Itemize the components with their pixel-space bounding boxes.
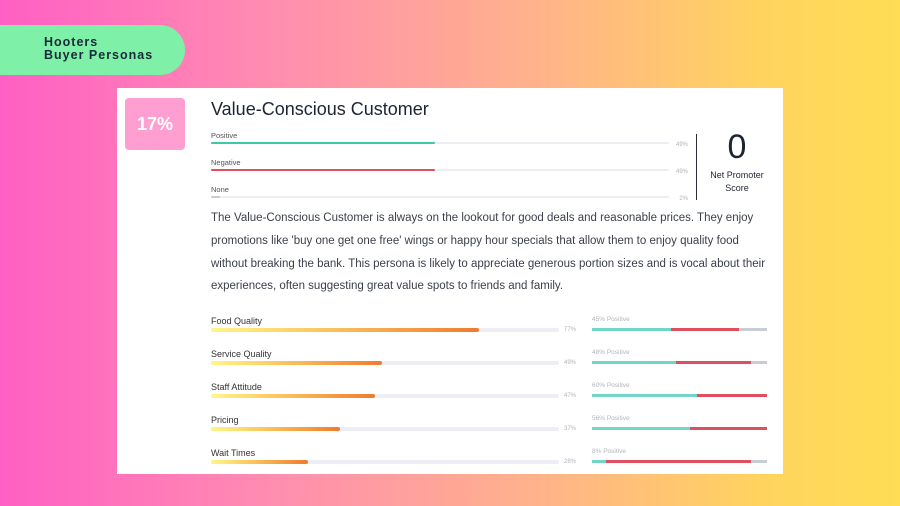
sentiment-value: 2% [679, 196, 688, 202]
metric-row-food-quality: Food Quality 77% 45% Positive [211, 316, 767, 338]
metric-row-service-quality: Service Quality 49% 48% Positive [211, 349, 767, 371]
metric-track [211, 328, 559, 332]
negative-segment [606, 460, 752, 463]
nps-divider [696, 134, 697, 200]
metric-track [211, 394, 559, 398]
metric-positive-label: 45% Positive [592, 316, 630, 323]
metric-sentiment-bar [592, 394, 767, 397]
metric-value: 37% [564, 426, 577, 432]
sentiment-label: Positive [211, 131, 238, 140]
metric-sentiment-bar [592, 361, 767, 364]
sentiment-fill [211, 169, 436, 171]
metric-label: Wait Times [211, 448, 256, 458]
sentiment-track [211, 169, 669, 171]
sentiment-label: Negative [211, 158, 241, 167]
persona-percentage-badge: 17% [125, 98, 185, 150]
positive-segment [592, 361, 676, 364]
neutral-segment [751, 361, 767, 364]
metric-value: 77% [564, 327, 577, 333]
negative-segment [697, 394, 767, 397]
nps-label-line1: Net Promoter [710, 170, 764, 180]
negative-segment [676, 361, 752, 364]
persona-description: The Value-Conscious Customer is always o… [211, 212, 766, 293]
persona-title: Value-Conscious Customer [211, 99, 429, 119]
metric-label: Service Quality [211, 349, 272, 359]
metric-track [211, 427, 559, 431]
metric-row-staff-attitude: Staff Attitude 47% 60% Positive [211, 382, 767, 404]
metric-value: 49% [564, 360, 577, 366]
sentiment-none-row: None 2% [211, 185, 688, 202]
sentiment-label: None [211, 185, 229, 194]
metric-positive-label: 8% Positive [592, 448, 626, 455]
nps-label-line2: Score [725, 183, 749, 193]
sentiment-track [211, 196, 669, 198]
metric-track [211, 361, 559, 365]
metric-track [211, 460, 559, 464]
metric-label: Staff Attitude [211, 382, 262, 392]
metric-positive-label: 56% Positive [592, 415, 630, 422]
neutral-segment [739, 328, 767, 331]
sentiment-value: 49% [675, 142, 688, 148]
nps-score: 0 [727, 128, 747, 166]
metric-value: 47% [564, 393, 577, 399]
positive-segment [592, 394, 697, 397]
metric-positive-label: 48% Positive [592, 349, 630, 356]
sentiment-fill [211, 142, 436, 144]
sentiment-positive-row: Positive 49% [211, 131, 688, 148]
metric-sentiment-bar [592, 427, 767, 430]
sentiment-negative-row: Negative 49% [211, 158, 688, 175]
metric-label: Pricing [211, 415, 239, 425]
header-title-line2: Buyer Personas [44, 48, 154, 62]
persona-card: 17% Value-Conscious Customer Positive 49… [117, 88, 783, 474]
nps-label: Net Promoter Score [697, 169, 777, 195]
neutral-segment [751, 460, 767, 463]
metric-sentiment-bar [592, 460, 767, 463]
metric-positive-label: 60% Positive [592, 382, 630, 389]
negative-segment [690, 427, 767, 430]
metric-fill [211, 361, 382, 365]
metric-fill [211, 460, 309, 464]
metric-row-wait-times: Wait Times 28% 8% Positive [211, 448, 767, 470]
metric-fill [211, 427, 340, 431]
sentiment-track [211, 142, 669, 144]
sentiment-fill [211, 196, 221, 198]
metric-fill [211, 394, 375, 398]
sentiment-value: 49% [675, 169, 688, 175]
metric-label: Food Quality [211, 316, 263, 326]
metric-row-pricing: Pricing 37% 56% Positive [211, 415, 767, 437]
negative-segment [670, 328, 739, 331]
metric-value: 28% [564, 459, 577, 465]
header-badge: Hooters Buyer Personas [0, 25, 185, 75]
header-title-line1: Hooters [44, 35, 99, 49]
positive-segment [592, 427, 690, 430]
metric-sentiment-bar [592, 328, 767, 331]
positive-segment [592, 460, 606, 463]
metric-fill [211, 328, 479, 332]
positive-segment [592, 328, 671, 331]
